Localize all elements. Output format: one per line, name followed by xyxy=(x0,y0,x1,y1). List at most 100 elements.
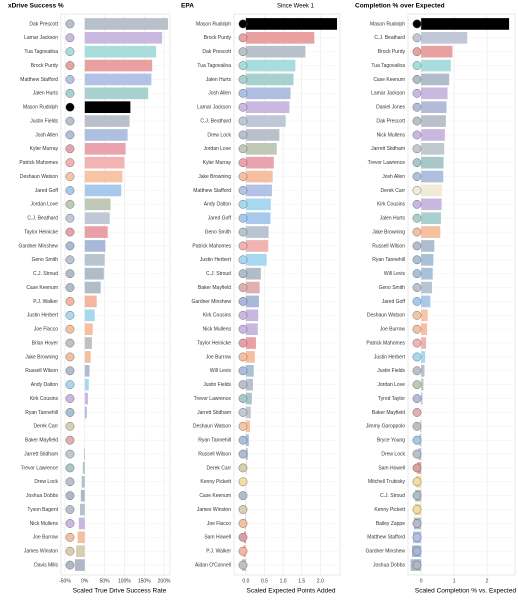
y-tick-label: Dak Prescott xyxy=(29,21,58,27)
bar xyxy=(245,240,269,252)
bar xyxy=(421,156,444,169)
team-logo xyxy=(412,19,422,29)
y-tick-label: Baker Mayfield xyxy=(372,410,405,416)
team-logo xyxy=(412,61,422,70)
y-tick-label: Kenny Pickett xyxy=(200,479,231,485)
y-tick-label: Jared Goff xyxy=(208,216,232,222)
y-tick-label: Jake Browning xyxy=(198,174,231,180)
y-tick-label: Justin Fields xyxy=(203,382,231,388)
y-tick-label: Joe Burrow xyxy=(380,327,406,333)
y-tick-label: Derek Carr xyxy=(381,188,406,194)
bar xyxy=(245,281,260,294)
y-tick-label: Tyson Bagent xyxy=(27,507,58,513)
y-tick-label: Tua Tagovailoa xyxy=(197,63,231,69)
team-logo xyxy=(412,102,422,112)
team-logo xyxy=(412,255,422,265)
y-tick-label: Joe Flacco xyxy=(34,327,58,333)
y-tick-label: Geno Smith xyxy=(32,257,59,263)
y-tick-label: Patrick Mahomes xyxy=(366,340,405,346)
bar xyxy=(245,59,296,72)
bar xyxy=(74,559,85,571)
bar xyxy=(421,18,510,30)
team-logo xyxy=(65,130,75,140)
bar xyxy=(84,170,123,183)
y-tick-label: Geno Smith xyxy=(205,229,232,235)
bar xyxy=(421,129,445,141)
bar xyxy=(245,142,277,155)
team-logo xyxy=(238,310,248,320)
bar xyxy=(421,337,427,349)
bar xyxy=(245,420,250,433)
team-logo xyxy=(65,255,75,265)
team-logo xyxy=(412,463,422,473)
y-tick-label: Mason Rudolph xyxy=(23,105,58,111)
y-tick-label: Kirk Cousins xyxy=(377,202,406,208)
x-tick-label: 1 xyxy=(453,578,456,584)
bar xyxy=(421,101,447,114)
team-logo xyxy=(65,283,75,292)
team-logo xyxy=(65,88,75,98)
y-tick-label: Geno Smith xyxy=(379,285,406,291)
bar xyxy=(81,475,85,488)
y-tick-label: Josh Allen xyxy=(35,132,58,138)
y-tick-label: Jalen Hurts xyxy=(33,91,59,97)
team-logo xyxy=(65,241,75,251)
team-logo xyxy=(238,186,248,195)
y-tick-label: Matthew Stafford xyxy=(20,77,58,83)
bar xyxy=(84,226,108,238)
team-logo xyxy=(238,408,248,417)
y-tick-label: Gardner Minshew xyxy=(192,299,232,305)
team-logo xyxy=(65,491,75,501)
team-logo xyxy=(65,477,75,487)
team-logo xyxy=(238,366,248,376)
y-tick-label: Ryan Tannehill xyxy=(25,410,58,416)
y-tick-label: Justin Fields xyxy=(30,118,58,124)
bar xyxy=(84,31,163,44)
team-logo xyxy=(65,310,75,320)
y-tick-label: Nick Mullens xyxy=(377,132,406,138)
team-logo xyxy=(65,324,75,334)
y-tick-label: Justin Herbert xyxy=(27,313,59,319)
y-tick-label: Tyrod Taylor xyxy=(378,396,405,402)
y-tick-label: Russell Wilson xyxy=(25,368,58,374)
bar xyxy=(84,337,92,349)
y-tick-label: Jimmy Garoppolo xyxy=(366,424,405,430)
team-logo xyxy=(238,255,248,265)
bar xyxy=(421,142,445,155)
y-tick-label: Jake Browning xyxy=(372,229,405,235)
y-tick-label: Gardner Minshew xyxy=(19,243,59,249)
y-tick-label: Bailey Zappe xyxy=(376,521,405,527)
y-tick-label: Tua Tagovailoa xyxy=(24,49,58,55)
team-logo xyxy=(238,227,248,237)
y-tick-label: Mason Rudolph xyxy=(196,21,231,27)
team-logo xyxy=(412,477,422,487)
bar xyxy=(84,253,105,266)
y-tick-label: Nick Mullens xyxy=(203,327,232,333)
team-logo xyxy=(238,560,248,570)
team-logo xyxy=(412,186,422,195)
x-axis-title: Scaled Expected Points Added xyxy=(247,588,336,595)
bar xyxy=(421,31,468,44)
y-tick-label: Jarrett Stidham xyxy=(371,146,405,152)
bar xyxy=(84,73,152,86)
team-logo xyxy=(412,199,422,209)
team-logo xyxy=(412,435,422,445)
y-tick-label: Brock Purdy xyxy=(31,63,59,69)
y-tick-label: Joe Flacco xyxy=(207,521,231,527)
bar xyxy=(245,184,272,197)
y-tick-label: Deshaun Watson xyxy=(193,424,231,430)
bar xyxy=(245,198,271,211)
y-tick-label: C.J. Stroud xyxy=(380,493,405,499)
y-tick-label: Deshaun Watson xyxy=(367,313,405,319)
y-tick-label: Drew Lock xyxy=(207,132,231,138)
bar xyxy=(245,364,254,377)
y-tick-label: C.J. Stroud xyxy=(33,271,58,277)
bar xyxy=(84,115,130,127)
y-tick-label: Deshaun Watson xyxy=(20,174,58,180)
x-tick-label: 0.0 xyxy=(242,578,249,584)
y-tick-label: Will Levis xyxy=(384,271,406,277)
bar xyxy=(421,364,425,377)
team-logo xyxy=(412,116,422,126)
bar xyxy=(84,378,89,391)
bar xyxy=(245,87,291,100)
